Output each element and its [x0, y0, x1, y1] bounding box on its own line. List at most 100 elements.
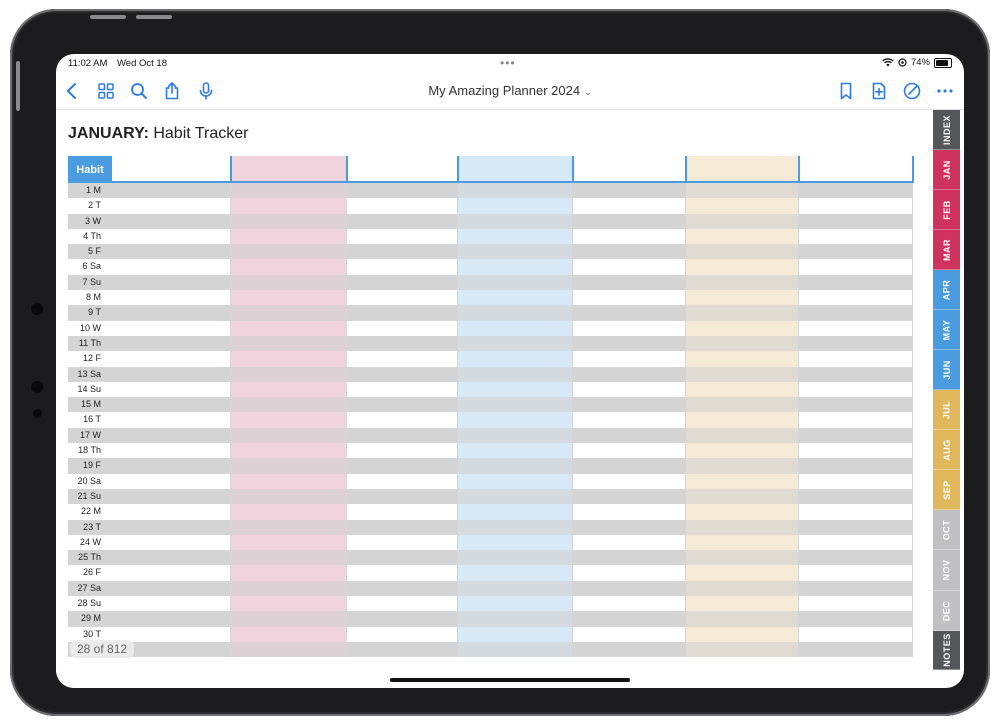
habit-cell[interactable] — [347, 381, 458, 398]
tab-feb[interactable]: FEB — [933, 190, 960, 230]
habit-cell[interactable] — [799, 335, 913, 352]
habit-cell[interactable] — [231, 397, 347, 413]
habit-cell[interactable] — [112, 290, 231, 306]
habit-cell[interactable] — [112, 580, 231, 597]
habit-cell[interactable] — [799, 244, 913, 260]
add-page-icon[interactable] — [868, 80, 890, 102]
habit-cell[interactable] — [686, 198, 799, 214]
habit-cell[interactable] — [231, 565, 347, 581]
habit-cell[interactable] — [799, 228, 913, 245]
habit-cell[interactable] — [458, 580, 573, 597]
habit-cell[interactable] — [458, 320, 573, 336]
habit-cell[interactable] — [112, 366, 231, 382]
habit-cell[interactable] — [347, 626, 458, 642]
microphone-icon[interactable] — [195, 80, 217, 102]
tab-jan[interactable]: JAN — [933, 150, 960, 190]
habit-cell[interactable] — [347, 565, 458, 581]
habit-cell[interactable] — [458, 213, 573, 229]
habit-cell[interactable] — [686, 259, 799, 275]
habit-cell[interactable] — [686, 213, 799, 229]
habit-cell[interactable] — [799, 290, 913, 306]
habit-cell[interactable] — [112, 641, 231, 658]
habit-cell[interactable] — [112, 259, 231, 275]
habit-cell[interactable] — [347, 519, 458, 535]
habit-cell[interactable] — [347, 290, 458, 306]
habit-cell[interactable] — [458, 228, 573, 245]
habit-cell[interactable] — [112, 504, 231, 520]
habit-cell[interactable] — [112, 626, 231, 642]
habit-cell[interactable] — [231, 183, 347, 199]
habit-cell[interactable] — [458, 290, 573, 306]
habit-cell[interactable] — [112, 351, 231, 367]
habit-cell[interactable] — [231, 228, 347, 245]
habit-cell[interactable] — [231, 259, 347, 275]
habit-cell[interactable] — [347, 274, 458, 291]
habit-cell[interactable] — [686, 580, 799, 597]
habit-cell[interactable] — [231, 320, 347, 336]
habit-cell[interactable] — [231, 274, 347, 291]
habit-cell[interactable] — [112, 320, 231, 336]
habit-cell[interactable] — [458, 596, 573, 612]
habit-cell[interactable] — [573, 198, 686, 214]
habit-cell[interactable] — [458, 335, 573, 352]
share-icon[interactable] — [161, 80, 183, 102]
habit-cell[interactable] — [458, 183, 573, 199]
habit-cell[interactable] — [573, 458, 686, 474]
habit-cell[interactable] — [573, 244, 686, 260]
habit-cell[interactable] — [458, 397, 573, 413]
habit-cell[interactable] — [347, 213, 458, 229]
habit-cell[interactable] — [799, 641, 913, 658]
habit-cell[interactable] — [231, 427, 347, 444]
habit-cell[interactable] — [458, 366, 573, 382]
habit-cell[interactable] — [458, 504, 573, 520]
grid-icon[interactable] — [95, 80, 117, 102]
habit-cell[interactable] — [573, 305, 686, 321]
habit-cell[interactable] — [347, 550, 458, 566]
habit-cell[interactable] — [112, 611, 231, 627]
habit-cell[interactable] — [799, 213, 913, 229]
habit-column-header[interactable] — [458, 156, 573, 183]
habit-cell[interactable] — [112, 274, 231, 291]
habit-cell[interactable] — [799, 443, 913, 459]
habit-cell[interactable] — [458, 305, 573, 321]
tab-sep[interactable]: SEP — [933, 470, 960, 510]
habit-cell[interactable] — [231, 550, 347, 566]
habit-cell[interactable] — [231, 244, 347, 260]
habit-cell[interactable] — [112, 519, 231, 535]
habit-cell[interactable] — [231, 412, 347, 428]
habit-cell[interactable] — [112, 596, 231, 612]
habit-cell[interactable] — [686, 427, 799, 444]
habit-cell[interactable] — [112, 397, 231, 413]
habit-cell[interactable] — [573, 565, 686, 581]
habit-cell[interactable] — [231, 519, 347, 535]
habit-cell[interactable] — [112, 412, 231, 428]
habit-cell[interactable] — [686, 596, 799, 612]
habit-cell[interactable] — [112, 565, 231, 581]
habit-cell[interactable] — [686, 274, 799, 291]
habit-cell[interactable] — [799, 580, 913, 597]
habit-cell[interactable] — [231, 641, 347, 658]
habit-column-header[interactable] — [573, 156, 686, 183]
habit-cell[interactable] — [347, 198, 458, 214]
habit-cell[interactable] — [347, 228, 458, 245]
habit-cell[interactable] — [573, 290, 686, 306]
habit-cell[interactable] — [231, 351, 347, 367]
habit-cell[interactable] — [686, 519, 799, 535]
habit-cell[interactable] — [458, 259, 573, 275]
habit-cell[interactable] — [458, 641, 573, 658]
habit-cell[interactable] — [686, 550, 799, 566]
habit-cell[interactable] — [573, 641, 686, 658]
habit-cell[interactable] — [686, 305, 799, 321]
habit-cell[interactable] — [799, 626, 913, 642]
habit-cell[interactable] — [112, 534, 231, 551]
habit-cell[interactable] — [799, 259, 913, 275]
tab-jun[interactable]: JUN — [933, 350, 960, 390]
tab-notes[interactable]: NOTES — [933, 631, 960, 670]
habit-cell[interactable] — [686, 412, 799, 428]
habit-cell[interactable] — [458, 550, 573, 566]
habit-cell[interactable] — [347, 641, 458, 658]
habit-cell[interactable] — [686, 534, 799, 551]
habit-cell[interactable] — [112, 488, 231, 505]
habit-cell[interactable] — [573, 366, 686, 382]
habit-column-header[interactable] — [112, 156, 231, 183]
